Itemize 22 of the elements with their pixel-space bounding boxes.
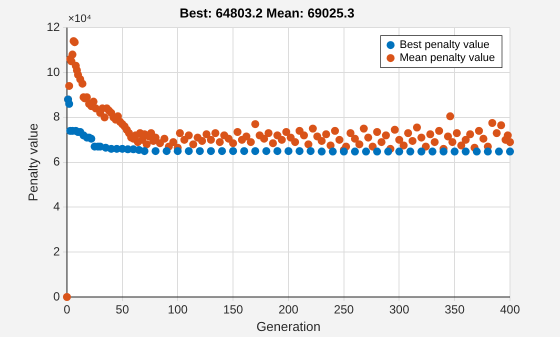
y-tick-label: 2: [53, 244, 60, 258]
x-tick-label: 400: [500, 302, 520, 317]
y-tick-label: 6: [53, 154, 60, 169]
y-tick-label: 10: [46, 64, 60, 79]
y-tick-label: 8: [53, 110, 60, 124]
y-tick-label: 12: [46, 20, 60, 34]
text: ×10⁴: [68, 13, 92, 26]
x-axis-title: Generation: [256, 318, 321, 334]
x-tick-label: 250: [334, 302, 354, 317]
x-tick-label: 300: [389, 302, 410, 317]
x-tick-label: 200: [278, 302, 299, 317]
y-axis-title: Penalty value: [25, 123, 40, 202]
x-tick-label: 100: [168, 302, 188, 317]
legend-label: Mean penalty value: [400, 52, 496, 64]
x-tick-label: 0: [64, 302, 71, 317]
x-tick-label: 150: [223, 302, 244, 317]
y-tick-label: 4: [53, 200, 60, 214]
chart-title: Best: 64803.2 Mean: 69025.3: [180, 5, 354, 20]
x-tick-label: 350: [444, 302, 465, 317]
y-tick-label: 0: [53, 289, 60, 304]
x-tick-label: 50: [116, 302, 130, 317]
legend-label: Best penalty value: [400, 39, 490, 52]
